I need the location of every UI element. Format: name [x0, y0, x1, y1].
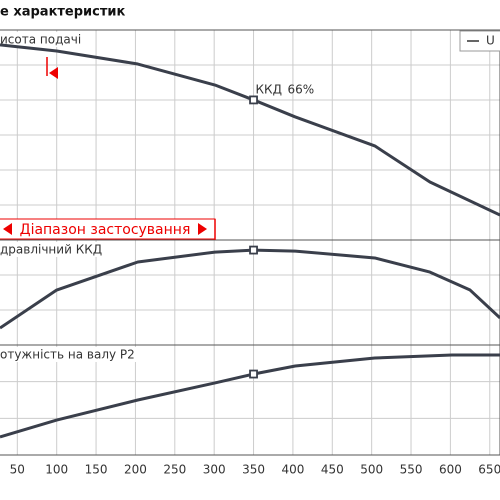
range-arrow-right: [198, 223, 207, 235]
x-tick-label: 600: [439, 463, 462, 477]
x-tick-label: 350: [242, 463, 265, 477]
x-tick-label: 500: [360, 463, 383, 477]
x-tick-label: 400: [281, 463, 304, 477]
duty-point: [249, 95, 258, 105]
x-tick-label: 300: [203, 463, 226, 477]
panel-label: отужність на валу P2: [0, 348, 135, 362]
range-arrow-left: [3, 223, 12, 235]
annotation-label: ККД: [256, 82, 282, 96]
x-tick-label: 450: [321, 463, 344, 477]
curve: [0, 353, 500, 439]
duty-point: [249, 245, 258, 255]
panel-label-bg: [0, 347, 146, 362]
min-marker: [49, 67, 58, 79]
panel-label: дравлічний ККД: [0, 243, 102, 257]
panel-label-bg: [0, 242, 103, 257]
legend-label: U: [486, 34, 495, 48]
x-tick-label: 50: [10, 463, 25, 477]
panel-label: исота подачі: [0, 33, 81, 47]
annotation-value: 66%: [288, 82, 315, 96]
x-tick-label: 650: [478, 463, 500, 477]
x-tick-label: 550: [400, 463, 423, 477]
duty-point: [249, 369, 258, 379]
curve: [0, 43, 500, 217]
panel-frame: [0, 344, 500, 456]
legend-box: [459, 30, 500, 52]
chart-title: е характеристик: [0, 5, 126, 20]
x-tick-label: 200: [124, 463, 147, 477]
x-tick-label: 150: [85, 463, 108, 477]
x-tick-label: 100: [45, 463, 68, 477]
range-label: Діапазон застосування: [20, 222, 191, 238]
curve: [0, 248, 500, 330]
panel-label-bg: [0, 32, 88, 47]
x-tick-label: 250: [163, 463, 186, 477]
